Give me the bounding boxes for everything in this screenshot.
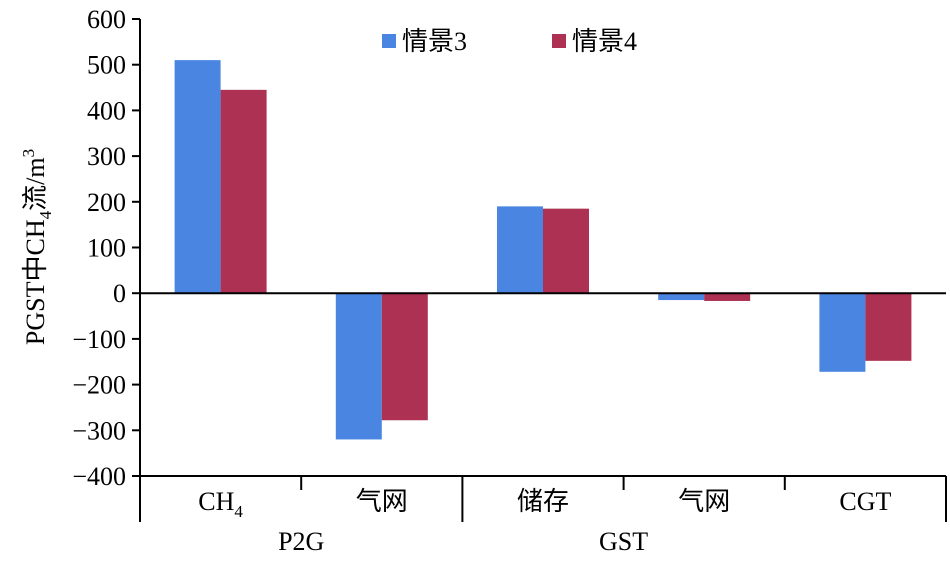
bars (174, 60, 912, 440)
y-tick-label: 0 (113, 279, 126, 308)
legend-swatch (382, 34, 396, 48)
legend: 情景3 情景4 (382, 27, 637, 56)
axes (139, 19, 947, 522)
legend-label: 情景4 (572, 27, 637, 56)
legend-label: 情景3 (402, 27, 467, 56)
bar-情景3-CGT (819, 293, 866, 372)
y-tick-label: −300 (72, 416, 126, 445)
bar-情景3-气网 (335, 293, 382, 440)
y-tick-label: 600 (87, 5, 126, 34)
y-tick-label: −100 (72, 325, 126, 354)
y-tick-label: 200 (87, 188, 126, 217)
x-category-label: 储存 (517, 487, 569, 516)
y-axis-label-group: PGST中CH4流/m3 (19, 149, 55, 345)
x-category-label: CH4 (198, 487, 243, 521)
x-axis-group-labels: P2G GST (278, 527, 648, 556)
bar-情景4-CH4 (220, 89, 267, 294)
y-tick-label: −400 (72, 462, 126, 491)
bar-情景4-气网 (704, 293, 751, 301)
bar-情景3-CH4 (174, 60, 221, 294)
x-category-label: 气网 (678, 487, 730, 516)
bar-情景3-储存 (497, 206, 543, 294)
x-category-label: CGT (839, 487, 891, 516)
y-tick-label: 300 (87, 142, 126, 171)
bar-情景3-气网 (658, 293, 705, 301)
bar-情景4-气网 (381, 293, 428, 421)
y-axis-ticks: 600 500 400 300 200 100 0 −100 −200 −300 −400 (72, 5, 140, 491)
bar-情景4-储存 (543, 208, 589, 294)
y-tick-label: 500 (87, 51, 126, 80)
x-group-label: P2G (278, 527, 324, 556)
x-category-label: 气网 (356, 487, 408, 516)
y-tick-label: 400 (87, 96, 126, 125)
x-axis-category-labels: CH4 气网 储存 气网 CGT (198, 487, 891, 521)
x-group-label: GST (599, 527, 648, 556)
y-tick-label: 100 (87, 234, 126, 263)
y-axis-label: PGST中CH4流/m3 (19, 149, 55, 345)
legend-swatch (552, 34, 566, 48)
bar-情景4-CGT (865, 293, 912, 361)
y-tick-label: −200 (72, 371, 126, 400)
